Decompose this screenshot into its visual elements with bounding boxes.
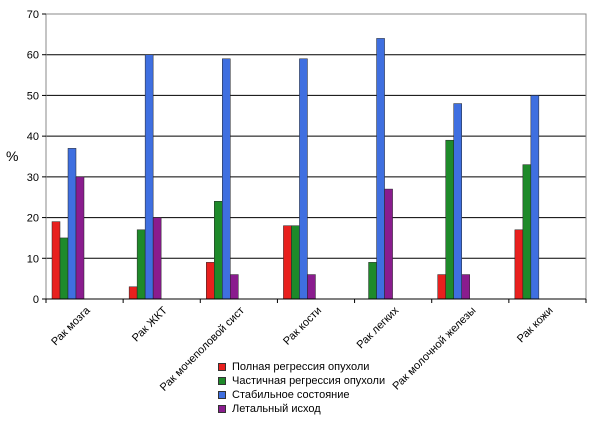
bar: [453, 103, 462, 300]
bar: [291, 225, 300, 300]
bar: [283, 225, 292, 300]
y-axis-label: %: [6, 148, 18, 164]
legend-label: Летальный исход: [232, 403, 321, 415]
x-category-label: Рак легких: [355, 304, 402, 351]
x-category-label: Рак молочной железы: [391, 305, 479, 393]
bar: [514, 229, 524, 300]
bar: [384, 188, 393, 300]
legend-swatch: [218, 377, 226, 385]
bar: [206, 262, 215, 300]
legend-item: Полная регрессия опухоли: [218, 360, 385, 374]
bar: [136, 229, 146, 300]
y-tick-label: 50: [27, 90, 39, 102]
plot-frame: [45, 13, 587, 300]
x-category-label: Рак мозга: [49, 304, 93, 348]
y-tick-label: 70: [27, 9, 39, 21]
bar: [144, 54, 154, 300]
bar: [59, 237, 69, 300]
legend-label: Частичная регрессия опухоли: [232, 375, 386, 387]
y-tick-label: 10: [27, 253, 39, 265]
legend-item: Летальный исход: [218, 402, 385, 416]
bar: [75, 176, 85, 300]
bar: [376, 38, 385, 300]
bar: [152, 217, 162, 300]
bar: [299, 58, 308, 300]
legend-swatch: [218, 363, 226, 371]
legend: Полная регрессия опухоли Частичная регрес…: [218, 360, 385, 416]
bar: [222, 58, 231, 300]
legend-swatch: [218, 391, 226, 399]
bar: [51, 221, 61, 300]
x-category-label: Рак кости: [281, 305, 324, 348]
bar: [461, 274, 470, 300]
bar: [307, 274, 316, 300]
bar: [445, 139, 454, 300]
legend-item: Частичная регрессия опухоли: [218, 374, 385, 388]
y-tick-label: 40: [27, 131, 39, 143]
axes: [42, 13, 587, 303]
y-tick-label: 30: [27, 172, 39, 184]
y-tick-label: 60: [27, 50, 39, 62]
legend-item: Стабильное состояние: [218, 388, 385, 402]
bar: [230, 274, 239, 300]
bar: [437, 274, 446, 300]
bar: [368, 262, 377, 300]
legend-label: Полная регрессия опухоли: [232, 361, 370, 373]
y-tick-label: 20: [27, 213, 39, 225]
bars: [51, 38, 540, 300]
bar: [530, 95, 540, 300]
y-tick-labels: 0 10 20 30 40 50 60 70: [27, 9, 39, 306]
bar: [128, 286, 138, 300]
x-category-label: Рак ЖКТ: [130, 304, 170, 344]
y-tick-label: 0: [33, 294, 39, 306]
gridlines: [46, 13, 586, 259]
bar: [67, 148, 77, 300]
x-category-label: Рак кожи: [515, 305, 556, 346]
bar: [214, 201, 223, 300]
bar: [522, 164, 532, 300]
legend-swatch: [218, 405, 226, 413]
legend-label: Стабильное состояние: [232, 389, 350, 401]
